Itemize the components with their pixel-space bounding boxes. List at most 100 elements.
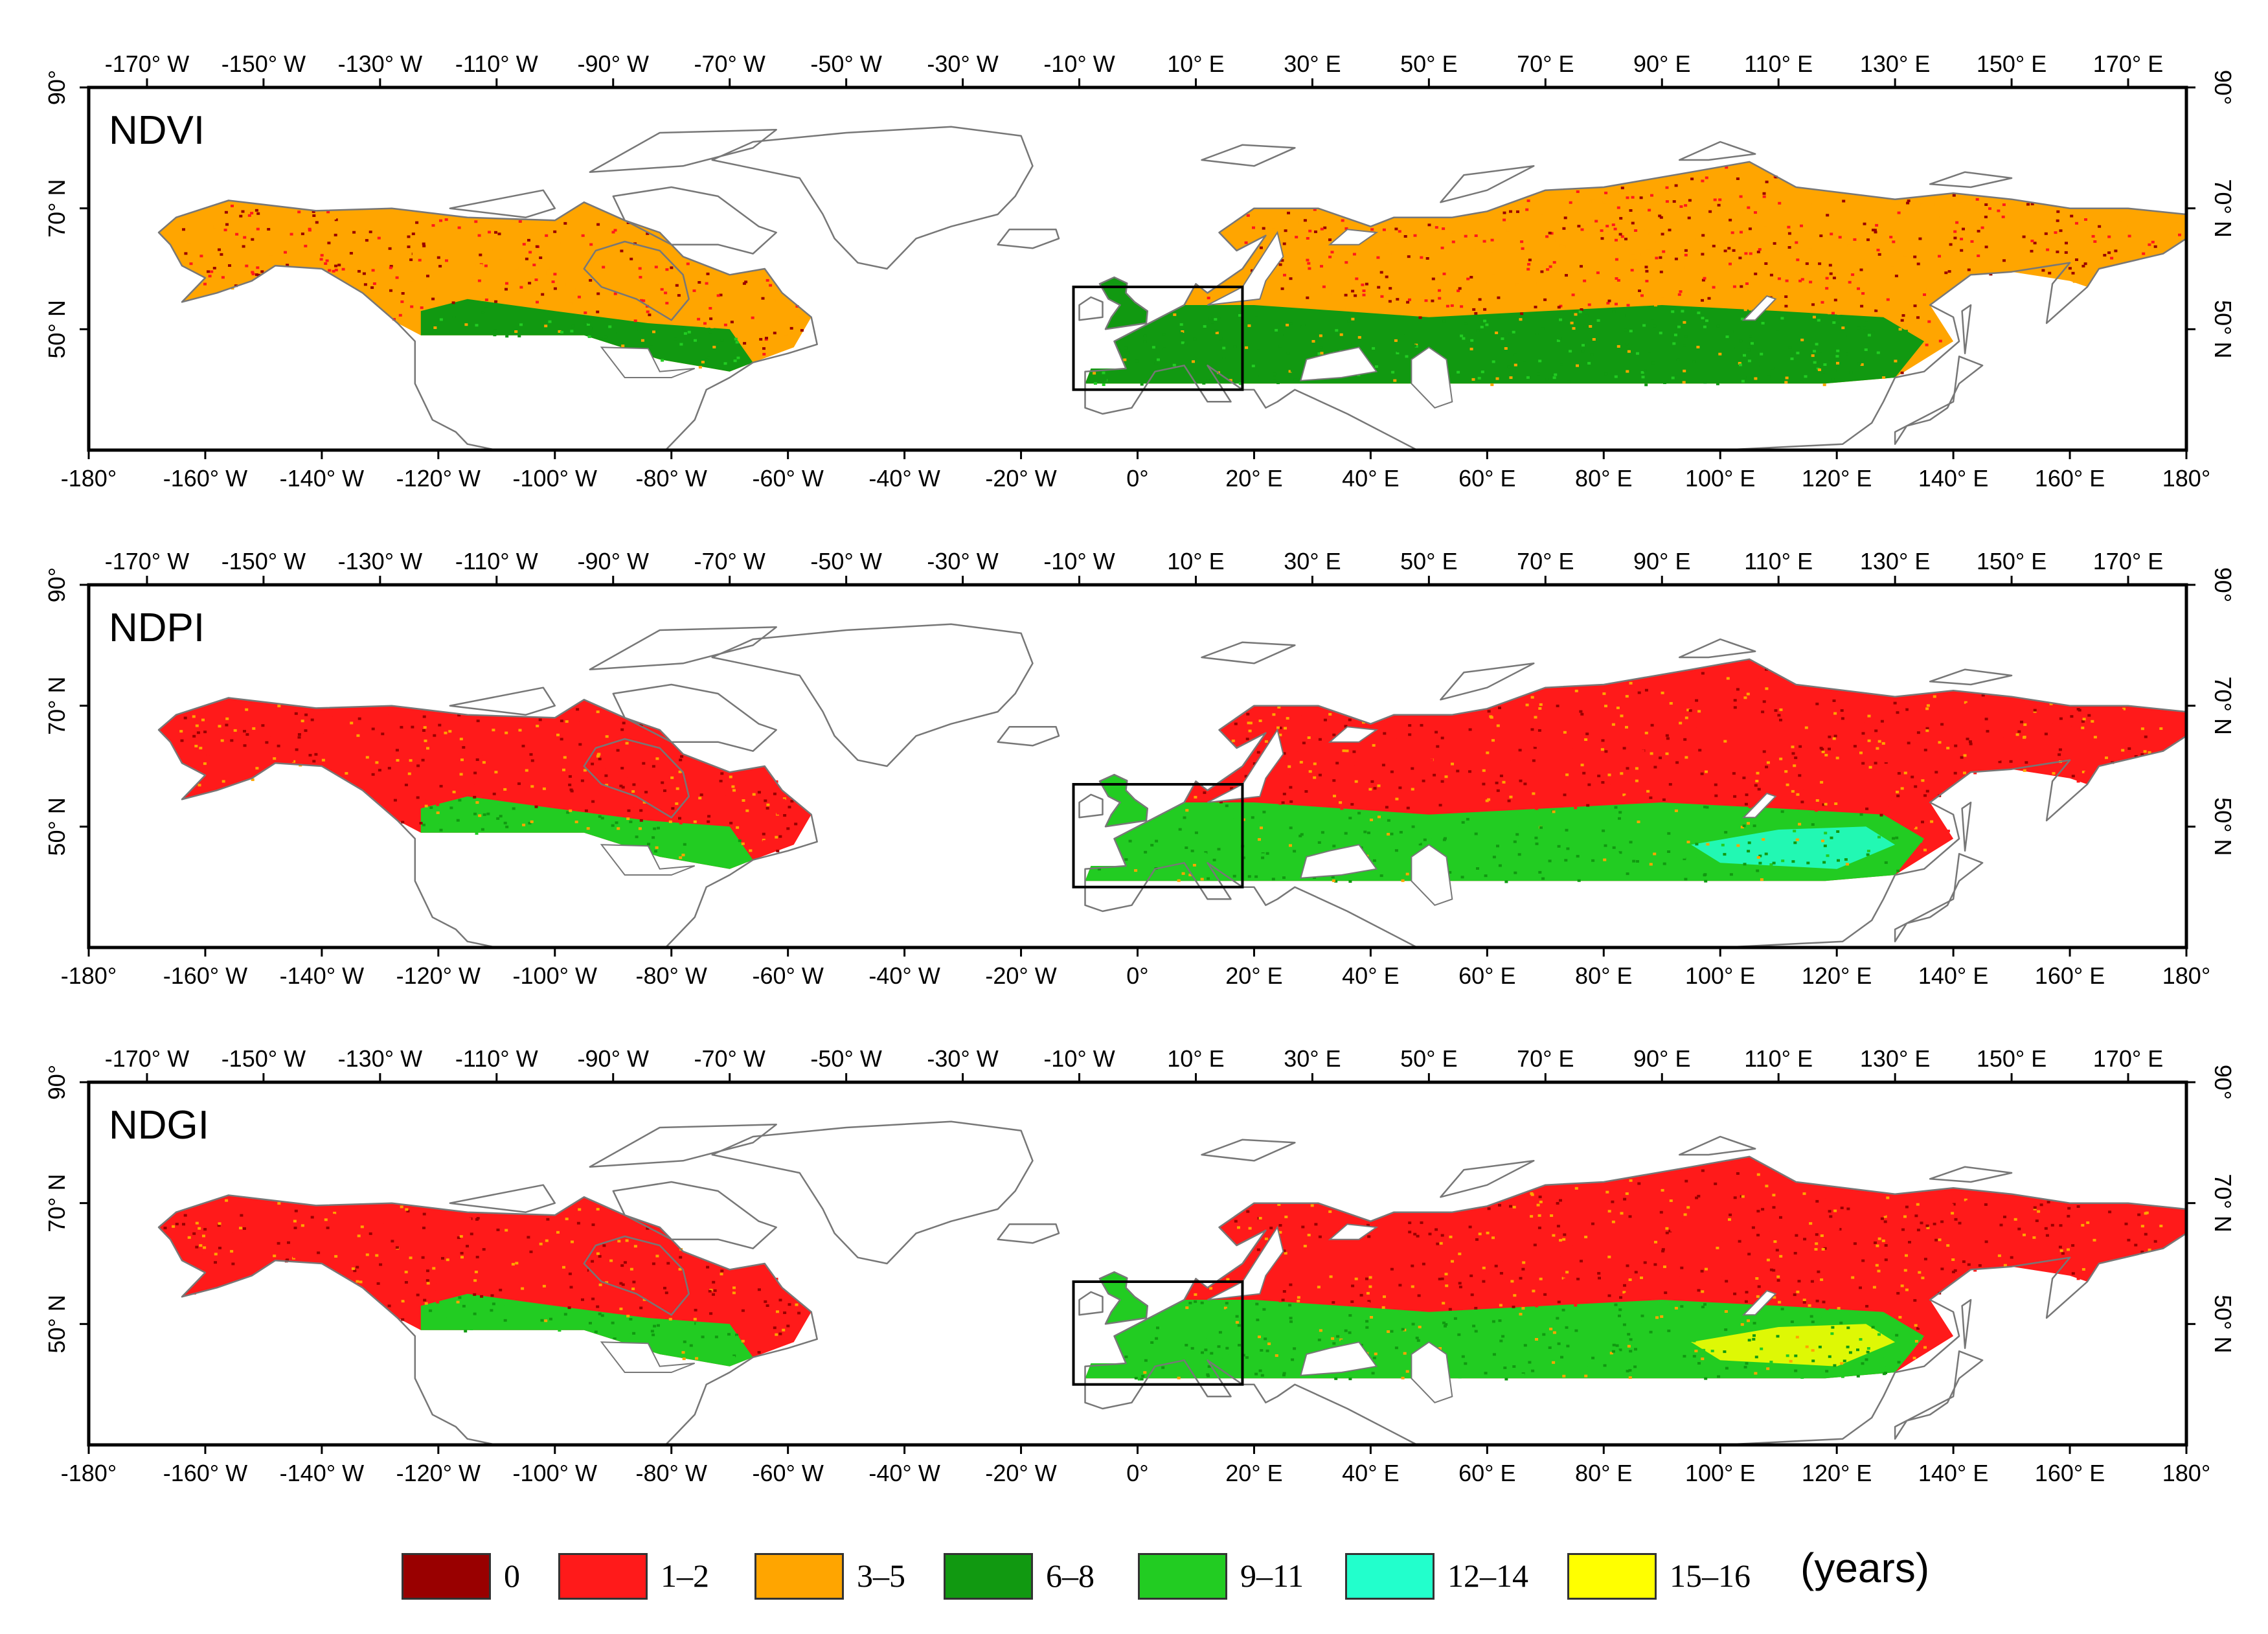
bottom-lon-tick-label: -40° W (868, 1460, 940, 1486)
europe-inset-box (1072, 286, 1244, 391)
top-lon-tick-label: 70° E (1517, 1045, 1574, 1072)
top-lon-tick-label: -70° W (694, 1045, 765, 1072)
panel-label-ndpi: NDPI (109, 606, 205, 650)
severnaya-zemlya-coastline (1678, 141, 1756, 161)
bottom-lon-tick-label: -40° W (868, 962, 940, 989)
new-siberian-islands-coastline (1929, 668, 2013, 686)
top-lon-tick-label: -50° W (810, 51, 881, 77)
top-lon-tick-label: 110° E (1744, 1045, 1813, 1072)
legend-swatch (402, 1553, 491, 1600)
bottom-lon-tick-label: -80° W (636, 962, 707, 989)
mongolia-manchuria-high-frequency-zone (1691, 826, 1896, 869)
top-lon-tick-label: -150° W (221, 1045, 306, 1072)
lake-baikal (1741, 792, 1777, 819)
right-lat-tick-label: 90° (2210, 70, 2236, 105)
top-lon-tick-label: 50° E (1400, 1045, 1457, 1072)
north-america-coastline (157, 697, 818, 947)
greenland-coastline (711, 126, 1034, 270)
top-lon-tick-label: 70° E (1517, 548, 1574, 574)
top-lon-tick-label: -170° W (105, 1045, 189, 1072)
bottom-lon-tick-label: 60° E (1458, 1460, 1515, 1486)
bottom-lon-tick-label: -120° W (396, 962, 481, 989)
north-america-coastline (157, 199, 818, 450)
top-lon-tick-label: 30° E (1284, 548, 1341, 574)
top-lon-tick-label: -110° W (455, 1045, 538, 1072)
north-america-temperate-zone (420, 796, 753, 869)
bottom-lon-tick-label: 160° E (2035, 962, 2105, 989)
white-sea (1328, 726, 1379, 743)
legend-label: 0 (504, 1558, 520, 1594)
top-lon-tick-label: 150° E (1977, 51, 2047, 77)
lake-baikal (1741, 1289, 1777, 1316)
left-lat-tick-label: 70° N (43, 179, 70, 237)
black-sea (1300, 1341, 1378, 1376)
ndvi-map-svg: -170° W -150° W -130° W -110° W -90° W -70° W… (43, 51, 2236, 492)
iceland-coastline (997, 1223, 1060, 1244)
white-sea (1328, 229, 1379, 245)
bottom-lon-tick-label: 180° (2162, 465, 2210, 492)
europe-asia-temperate-zone (1085, 305, 1925, 384)
svalbard-coastline (1201, 1139, 1296, 1162)
great-britain-coastline (1098, 1271, 1149, 1325)
legend-swatch (1567, 1553, 1657, 1600)
bottom-lon-tick-label: 0° (1126, 465, 1148, 492)
top-lon-tick-label: -130° W (338, 1045, 422, 1072)
bottom-lon-tick-label: 180° (2162, 1460, 2210, 1486)
top-lon-tick-label: -10° W (1043, 51, 1115, 77)
black-sea (1300, 844, 1378, 879)
hudson-bay-coastline (583, 738, 690, 819)
white-sea (1328, 1223, 1379, 1240)
eurasia-coastline (1084, 1155, 2186, 1445)
top-lon-tick-label: -170° W (105, 548, 189, 574)
bottom-lon-tick-label: -20° W (985, 962, 1056, 989)
bottom-lon-tick-label: -180° (61, 1460, 117, 1486)
bottom-lon-tick-label: 20° E (1225, 962, 1282, 989)
top-lon-tick-label: 170° E (2093, 51, 2163, 77)
top-lon-tick-label: 110° E (1744, 548, 1813, 574)
bottom-lon-tick-label: -20° W (985, 1460, 1056, 1486)
legend-label: 12–14 (1447, 1558, 1528, 1594)
legend-swatch (944, 1553, 1033, 1600)
greenland-coastline (711, 623, 1034, 767)
baffin-island-coastline (612, 683, 777, 752)
europe-inset-box (1072, 783, 1244, 889)
mongolia-manchuria-high-frequency-zone (1691, 1324, 1896, 1367)
baffin-island-coastline (612, 186, 777, 255)
top-lon-tick-label: 150° E (1977, 548, 2047, 574)
svalbard-coastline (1201, 144, 1296, 167)
top-lon-tick-label: -110° W (455, 51, 538, 77)
bottom-lon-tick-label: 140° E (1918, 465, 1988, 492)
top-lon-tick-label: 170° E (2093, 1045, 2163, 1072)
sakhalin-coastline (1961, 801, 1972, 852)
bottom-lon-tick-label: 100° E (1685, 962, 1755, 989)
top-lon-tick-label: 10° E (1167, 51, 1224, 77)
great-britain-coastline (1098, 276, 1149, 330)
novaya-zemlya-coastline (1440, 1160, 1535, 1198)
top-lon-tick-label: 30° E (1284, 51, 1341, 77)
great-lakes (600, 1341, 696, 1373)
legend-label: 9–11 (1240, 1558, 1304, 1594)
victoria-island-coastline (449, 1184, 556, 1213)
top-lon-tick-label: -150° W (221, 548, 306, 574)
left-lat-tick-label: 70° N (43, 1174, 70, 1232)
map-panel-ndgi: -170° W -150° W -130° W -110° W -90° W -70° W… (0, 1040, 2268, 1539)
eurasia-coastline (1084, 161, 2186, 450)
left-lat-tick-label: 90° (43, 70, 70, 105)
new-siberian-islands-coastline (1929, 1166, 2013, 1183)
top-lon-tick-label: 50° E (1400, 51, 1457, 77)
north-america-coastline (157, 1194, 818, 1445)
legend-label: 3–5 (857, 1558, 905, 1594)
legend-label: 15–16 (1670, 1558, 1751, 1594)
japan-coastline (1894, 853, 1984, 942)
europe-inset-box (1072, 1280, 1244, 1386)
top-lon-tick-label: -90° W (578, 1045, 649, 1072)
top-lon-tick-label: -70° W (694, 51, 765, 77)
bottom-lon-tick-label: 120° E (1802, 1460, 1872, 1486)
hudson-bay-coastline (583, 1235, 690, 1316)
top-lon-tick-label: 30° E (1284, 1045, 1341, 1072)
bottom-lon-tick-label: -160° W (163, 1460, 247, 1486)
top-lon-tick-label: -30° W (927, 51, 998, 77)
bottom-lon-tick-label: -40° W (868, 465, 940, 492)
baltic-sea (1207, 728, 1284, 803)
